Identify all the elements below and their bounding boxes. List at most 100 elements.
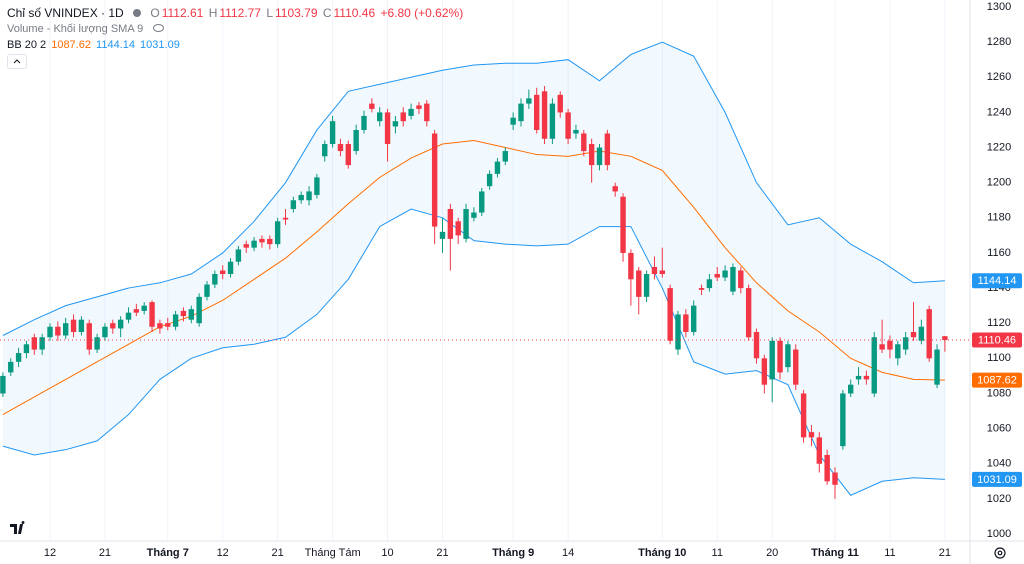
- candle-body: [180, 310, 187, 317]
- candle-body: [510, 117, 516, 125]
- candle-body: [39, 337, 45, 350]
- candle-body: [188, 309, 194, 320]
- candle-body: [251, 240, 257, 248]
- tv-logo: [8, 520, 30, 538]
- candle-body: [942, 336, 948, 340]
- candle-body: [117, 319, 124, 329]
- candle-body: [745, 288, 752, 338]
- candle-body: [157, 323, 163, 329]
- candle-body: [314, 177, 320, 195]
- settings-icon[interactable]: [994, 547, 1006, 559]
- candle-body: [86, 323, 92, 350]
- x-tick-label: 21: [939, 547, 951, 559]
- y-tick-label: 1180: [987, 212, 1011, 224]
- x-tick-label: 10: [381, 547, 393, 559]
- y-tick-label: 1060: [987, 423, 1011, 435]
- candle-body: [863, 375, 870, 380]
- candle-body: [70, 319, 77, 332]
- candle-body: [8, 361, 14, 373]
- candle-body: [549, 103, 556, 139]
- price-badge-label: 1110.46: [978, 334, 1016, 346]
- x-tick-label: 21: [99, 547, 111, 559]
- collapse-button[interactable]: [7, 54, 27, 69]
- chevron[interactable]: [8, 55, 26, 68]
- candle-body: [471, 212, 477, 218]
- x-tick-label: Tháng 11: [811, 547, 859, 559]
- candle-body: [714, 274, 720, 278]
- candle-body: [502, 151, 508, 162]
- candle-body: [298, 194, 304, 201]
- candle-body: [526, 98, 532, 104]
- y-tick-label: 1200: [987, 177, 1011, 189]
- candle-body: [612, 186, 618, 192]
- candle-body: [408, 108, 414, 116]
- x-tick-label: Tháng 9: [492, 547, 534, 559]
- candle-body: [887, 340, 893, 350]
- candle-body: [832, 472, 838, 485]
- bb-upper: 1144.14: [96, 39, 135, 51]
- candle-body: [895, 344, 901, 359]
- candle-body: [769, 340, 775, 380]
- candle-body: [581, 133, 587, 152]
- candle-body: [455, 221, 461, 236]
- candle-body: [141, 305, 147, 311]
- candle-body: [910, 331, 917, 338]
- candle-body: [620, 196, 626, 253]
- gear-center[interactable]: [997, 550, 1003, 556]
- candle-body: [793, 349, 799, 385]
- band-fill: [2, 42, 945, 496]
- candle-body: [722, 270, 728, 278]
- candle-body: [306, 191, 312, 201]
- x-tick-label: 12: [217, 547, 229, 559]
- candle-body: [55, 326, 61, 336]
- eye-icon[interactable]: [153, 24, 165, 32]
- y-tick-label: 1160: [987, 247, 1011, 259]
- gear[interactable]: [994, 547, 1006, 559]
- band-lower: [2, 208, 945, 496]
- candle-body: [259, 238, 265, 243]
- candle-body: [212, 274, 218, 285]
- candle-body: [557, 94, 563, 113]
- c-value: 1110.46: [333, 6, 376, 20]
- y-tick-label: 1260: [987, 71, 1011, 83]
- y-tick-label: 1000: [987, 528, 1011, 540]
- candle-body: [47, 326, 53, 338]
- candle-body: [337, 144, 344, 152]
- x-tick-label: 21: [272, 547, 284, 559]
- candle-body: [392, 121, 399, 127]
- candle-body: [816, 437, 822, 464]
- candle-body: [486, 173, 493, 187]
- candle-body: [691, 305, 697, 332]
- candle-body: [730, 266, 736, 292]
- x-tick-label: 11: [884, 547, 895, 559]
- candle-body: [361, 115, 367, 130]
- candle-body: [596, 147, 603, 166]
- candle-body: [282, 217, 289, 220]
- candle-body: [848, 384, 854, 394]
- candle-body: [110, 323, 116, 329]
- x-tick-label: Tháng 10: [638, 547, 686, 559]
- candle-body: [675, 314, 681, 350]
- y-tick-label: 1080: [987, 387, 1011, 399]
- candle-body: [738, 270, 744, 289]
- candle-body: [643, 274, 650, 297]
- candle-body: [243, 244, 249, 248]
- candle-body: [651, 266, 658, 275]
- price-badge-label: 1144.14: [978, 275, 1017, 287]
- candle-body: [824, 454, 830, 482]
- bb-label: BB 20 2: [7, 39, 47, 51]
- candle-body: [196, 296, 202, 324]
- logo: [10, 521, 25, 534]
- x-tick-label: 12: [44, 547, 56, 559]
- candle-body: [416, 105, 422, 109]
- candle-body: [785, 344, 791, 368]
- price-badge: [972, 471, 1022, 487]
- x-tick-label: Tháng Tám: [305, 547, 361, 559]
- price-badge: [972, 372, 1022, 388]
- candle-body: [353, 129, 359, 152]
- candle-body: [377, 112, 383, 122]
- o-value: 1112.61: [161, 6, 204, 20]
- candle-body: [400, 112, 406, 122]
